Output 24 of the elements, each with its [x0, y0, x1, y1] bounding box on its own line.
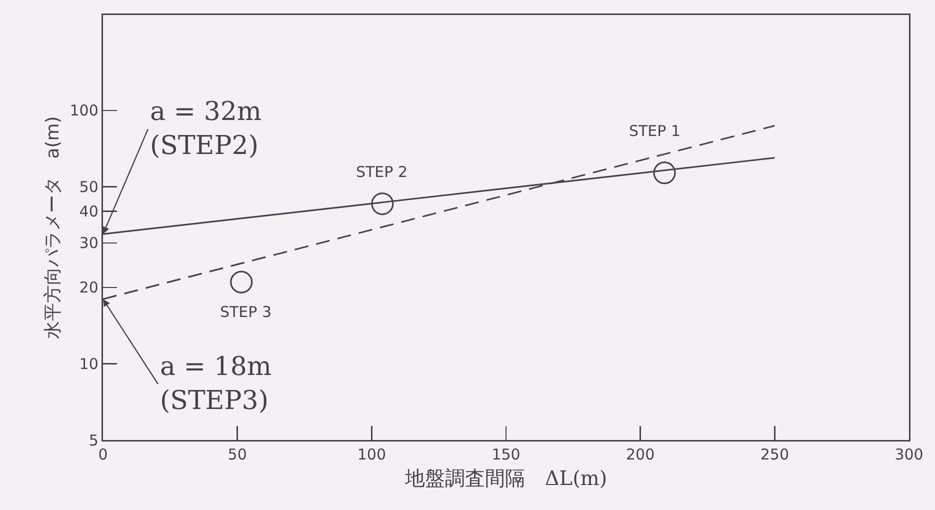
- x-tick-label: 200: [626, 446, 655, 464]
- x-tick-label: 250: [760, 446, 789, 464]
- annotation: a = 18m (STEP3): [160, 352, 272, 416]
- y-tick-label: 20: [79, 278, 98, 297]
- y-tick-label: 10: [79, 354, 98, 373]
- point: [653, 162, 676, 184]
- y-axis-title: 水平方向パラメータ a(m): [42, 116, 64, 339]
- x-axis-title: 地盤調査間隔 ΔL(m): [404, 466, 608, 490]
- point: [230, 270, 253, 294]
- y-tick-label: 5: [88, 431, 98, 450]
- annotation: STEP 3: [220, 303, 272, 321]
- point: [371, 192, 394, 216]
- annotation: a = 32m (STEP2): [150, 97, 262, 161]
- y-tick-label: 30: [79, 234, 98, 252]
- x-tick-label: 0: [98, 446, 108, 464]
- annotation: STEP 1: [629, 122, 681, 140]
- y-tick-label: 100: [70, 102, 98, 120]
- x-tick-label: 50: [228, 446, 247, 464]
- x-tick-label: 300: [894, 446, 924, 464]
- x-tick-label: 100: [357, 446, 386, 464]
- annotation: STEP 2: [356, 163, 408, 181]
- x-tick-label: 150: [492, 446, 520, 464]
- y-tick-label: 50: [79, 178, 98, 196]
- y-tick-label: 40: [79, 202, 98, 220]
